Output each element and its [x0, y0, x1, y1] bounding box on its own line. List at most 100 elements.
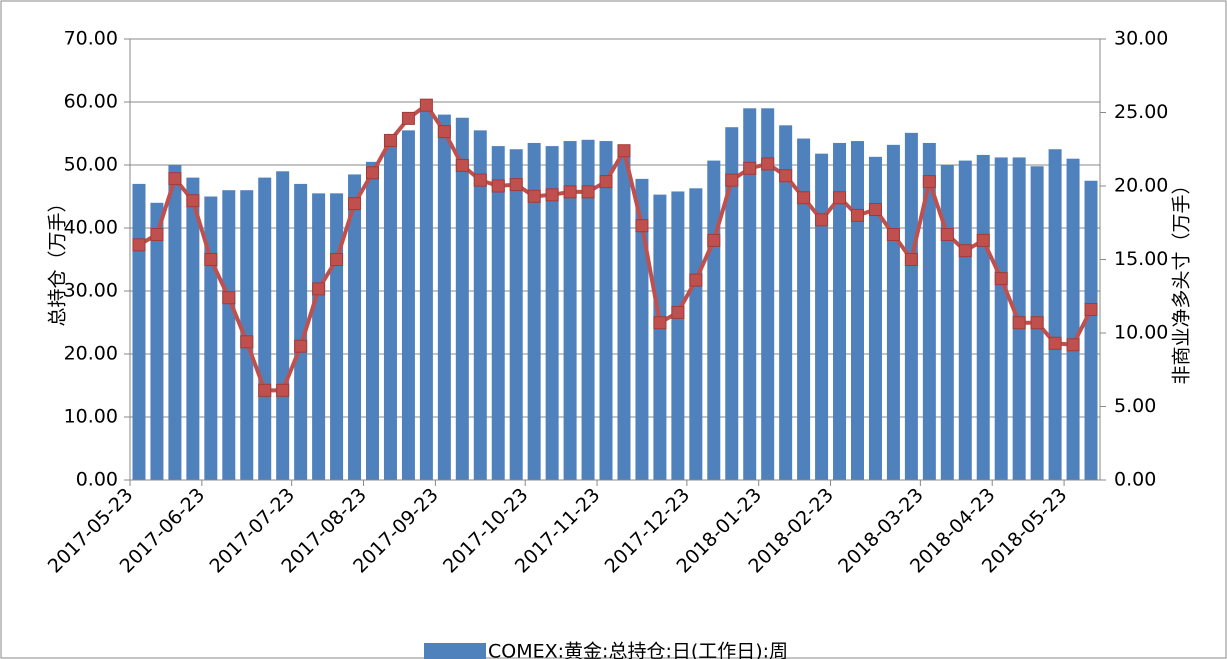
marker: [599, 175, 613, 189]
bar: [348, 174, 362, 480]
bar: [851, 141, 864, 480]
marker: [545, 188, 559, 202]
marker: [689, 273, 703, 287]
marker: [132, 238, 146, 252]
bar: [761, 108, 775, 481]
bar: [366, 161, 379, 480]
marker: [366, 166, 379, 180]
marker: [833, 191, 847, 205]
marker: [994, 272, 1008, 286]
bar: [150, 202, 164, 481]
bar: [868, 156, 882, 480]
y-tick-label: 40.00: [64, 217, 118, 239]
bar: [1048, 149, 1062, 480]
bar: [330, 193, 344, 480]
bar: [563, 141, 577, 480]
bar: [1084, 180, 1098, 480]
bar: [168, 165, 182, 480]
bar: [599, 141, 613, 480]
y-tick-label: 20.00: [64, 343, 118, 365]
marker: [1030, 316, 1044, 330]
bar: [707, 160, 721, 480]
bar: [186, 177, 200, 480]
marker: [581, 185, 595, 199]
bar: [491, 146, 505, 480]
line: [137, 102, 1093, 393]
bar: [437, 114, 451, 480]
bar: [455, 117, 469, 480]
marker: [294, 339, 308, 353]
marker: [797, 191, 811, 205]
bar: [904, 132, 918, 480]
marker: [240, 335, 254, 349]
bar: [1066, 158, 1080, 480]
marker: [383, 133, 397, 147]
marker: [222, 291, 236, 305]
bar: [797, 138, 811, 481]
marker: [168, 172, 182, 186]
marker: [455, 158, 469, 172]
marker: [815, 213, 829, 227]
bar: [401, 130, 415, 480]
marker: [743, 161, 757, 175]
marker: [1066, 338, 1080, 352]
marker: [401, 111, 415, 125]
marker: [348, 197, 362, 211]
marker: [1084, 302, 1098, 316]
marker: [186, 194, 200, 208]
marker: [779, 169, 793, 183]
bar: [509, 149, 523, 480]
bar: [779, 125, 793, 480]
marker: [922, 175, 936, 189]
bar: [958, 160, 972, 480]
y2-tick-label: 0.00: [1114, 469, 1156, 491]
marker: [851, 208, 864, 222]
marker: [1048, 336, 1062, 350]
bar: [886, 144, 900, 480]
bar: [312, 193, 326, 480]
y-axis-title: 总持仓（万手）: [47, 193, 69, 326]
bar: [581, 139, 595, 481]
y-tick-label: 10.00: [64, 406, 118, 428]
marker: [276, 383, 290, 397]
bar: [725, 127, 739, 480]
bar: [545, 146, 559, 480]
marker: [150, 228, 164, 242]
y2-tick-label: 10.00: [1114, 322, 1168, 344]
marker: [563, 185, 577, 199]
marker: [707, 233, 721, 247]
y2-tick-label: 25.00: [1114, 101, 1168, 123]
marker: [527, 189, 541, 203]
y-tick-label: 30.00: [64, 280, 118, 302]
marker: [617, 144, 631, 158]
bar: [976, 154, 990, 481]
bar: [294, 183, 308, 480]
bar: [383, 146, 397, 480]
bar: [258, 177, 272, 480]
bar: [994, 157, 1008, 480]
y-tick-label: 70.00: [64, 28, 118, 50]
marker: [491, 179, 505, 193]
marker: [437, 125, 451, 139]
bar: [671, 191, 685, 480]
y2-tick-label: 30.00: [1114, 28, 1168, 50]
legend-swatch: [424, 643, 486, 659]
y-tick-label: 50.00: [64, 154, 118, 176]
bar: [743, 108, 757, 481]
y2-tick-label: 15.00: [1114, 248, 1168, 270]
marker: [473, 173, 487, 187]
marker: [653, 316, 667, 330]
marker: [958, 244, 972, 258]
bar: [473, 130, 487, 480]
marker: [509, 178, 523, 192]
marker: [940, 228, 954, 242]
marker: [312, 282, 326, 296]
bar: [419, 111, 433, 480]
bar: [240, 190, 254, 480]
y2-axis-title: 非商业净多头寸（万手）: [1171, 175, 1193, 384]
marker: [725, 173, 739, 187]
marker: [904, 253, 918, 266]
marker: [1012, 316, 1026, 330]
bar: [132, 183, 146, 480]
